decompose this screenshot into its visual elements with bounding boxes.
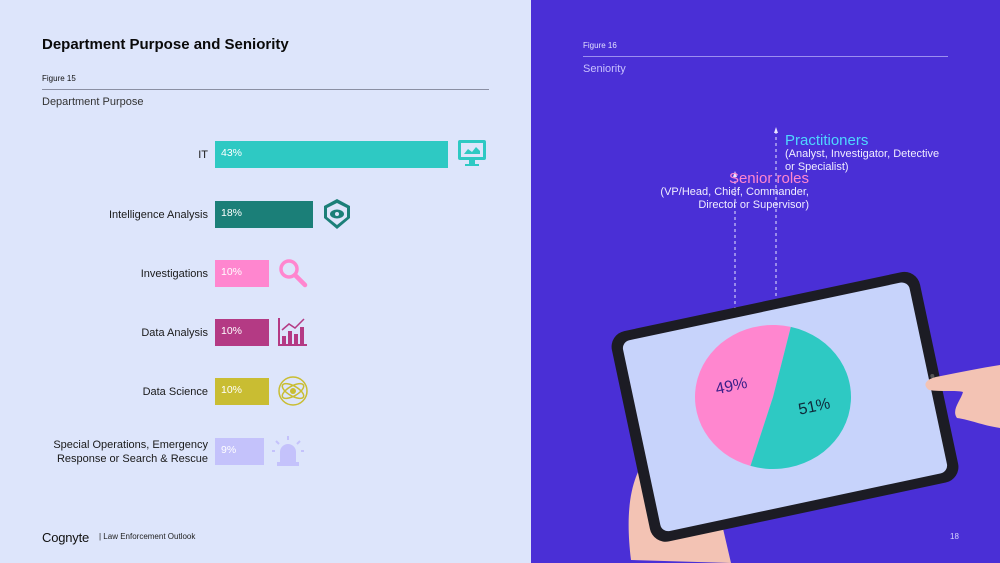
alarm-light-icon bbox=[271, 436, 304, 466]
figure-15-divider bbox=[42, 89, 489, 90]
bar: 10% bbox=[215, 260, 270, 287]
pie-slice bbox=[750, 326, 851, 469]
seniority-pie-chart: 49% 51% bbox=[694, 324, 851, 469]
atom-icon bbox=[278, 376, 308, 406]
bar-value-label: 18% bbox=[221, 207, 243, 219]
right-panel: Figure 16 Seniority 49% 51% Senior roles … bbox=[531, 0, 1000, 563]
bar: 9% bbox=[215, 438, 264, 465]
page-title: Department Purpose and Seniority bbox=[42, 36, 289, 53]
practitioners-description: (Analyst, Investigator, Detective or Spe… bbox=[785, 148, 940, 173]
bar: 18% bbox=[215, 201, 313, 228]
figure-16-divider bbox=[583, 56, 948, 57]
shield-eye-icon bbox=[323, 199, 350, 229]
bar-value-label: 10% bbox=[221, 325, 243, 337]
figure-15-number: Figure 15 bbox=[42, 74, 76, 83]
monitor-icon bbox=[458, 140, 486, 166]
pie-value-label: 51% bbox=[797, 395, 832, 418]
pie-value-label: 49% bbox=[714, 375, 749, 398]
category-label: Intelligence Analysis bbox=[108, 209, 208, 221]
bar-value-label: 10% bbox=[221, 384, 243, 396]
magnifier-icon bbox=[279, 259, 308, 288]
category-label: IT bbox=[198, 149, 208, 161]
page-number: 18 bbox=[950, 532, 959, 541]
left-panel: Department Purpose and Seniority Figure … bbox=[0, 0, 531, 563]
bar: 10% bbox=[215, 378, 270, 405]
figure-16-subtitle: Seniority bbox=[583, 63, 626, 75]
figure-16-number: Figure 16 bbox=[583, 41, 617, 50]
category-label: Special Operations, Emergency Response o… bbox=[53, 439, 208, 465]
practitioners-title: Practitioners bbox=[785, 132, 869, 149]
senior-roles-title: Senior roles bbox=[728, 170, 809, 187]
bar-value-label: 43% bbox=[221, 147, 243, 159]
footer-text: | Law Enforcement Outlook bbox=[99, 532, 196, 541]
right-hand bbox=[925, 365, 1000, 428]
senior-roles-description: (VP/Head, Chief, Commander, Director or … bbox=[660, 186, 809, 211]
senior-leader-arrow bbox=[733, 171, 737, 177]
category-label: Data Analysis bbox=[141, 327, 208, 339]
bar-chart-icon bbox=[278, 318, 308, 346]
category-label: Investigations bbox=[140, 268, 208, 280]
bar-value-label: 10% bbox=[221, 266, 243, 278]
pie-slice bbox=[694, 324, 791, 466]
bar: 43% bbox=[215, 141, 448, 168]
bar-value-label: 9% bbox=[221, 444, 237, 456]
brand-logo: Cognyte bbox=[42, 530, 90, 545]
tablet-pie-scene: 49% 51% bbox=[611, 127, 1000, 563]
tablet-camera bbox=[930, 374, 935, 379]
bar: 10% bbox=[215, 319, 270, 346]
category-label: Data Science bbox=[142, 386, 208, 398]
figure-15-subtitle: Department Purpose bbox=[42, 96, 144, 108]
practitioners-leader-arrow bbox=[774, 127, 778, 133]
